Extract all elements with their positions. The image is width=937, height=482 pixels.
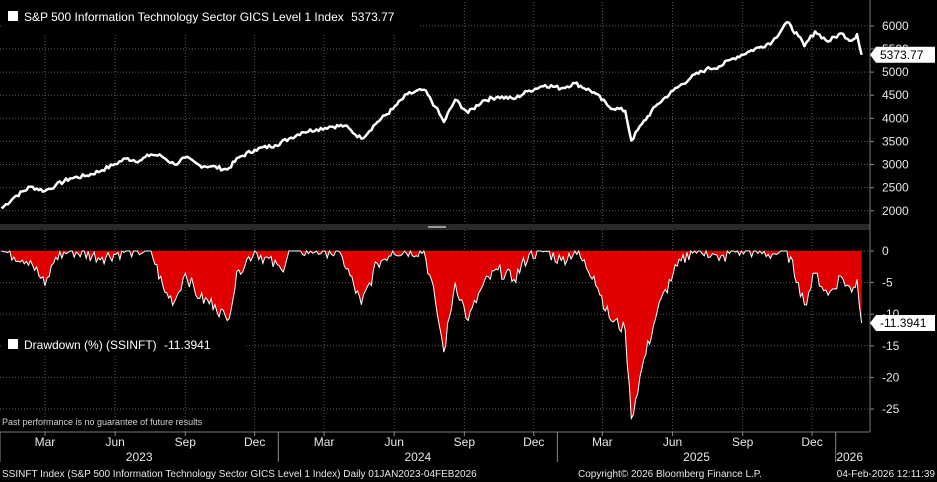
x-month-tick-label: Sep bbox=[454, 435, 476, 449]
drawdown-last-value-label: -11.3941 bbox=[880, 316, 927, 330]
drawdown-last-value-tag: -11.3941 bbox=[870, 315, 935, 332]
drawdown-y-tick-label: -20 bbox=[882, 370, 900, 384]
price-y-tick-label: 6000 bbox=[882, 19, 909, 33]
drawdown-legend[interactable]: Drawdown (%) (SSINFT) -11.3941 bbox=[2, 332, 246, 356]
drawdown-area bbox=[1, 250, 862, 419]
x-month-tick-label: Mar bbox=[35, 435, 56, 449]
price-y-tick-label: 2000 bbox=[882, 204, 909, 218]
drawdown-legend-value: -11.3941 bbox=[164, 338, 211, 352]
price-last-value-tag: 5373.77 bbox=[870, 46, 935, 63]
price-y-tick-label: 3000 bbox=[882, 158, 909, 172]
x-month-tick-label: Jun bbox=[663, 435, 682, 449]
footer-copyright: Copyright© 2026 Bloomberg Finance L.P. bbox=[578, 469, 762, 480]
footer-timestamp: 04-Feb-2026 12:11:39 bbox=[837, 469, 936, 480]
x-year-tick-label: 2025 bbox=[683, 450, 710, 464]
price-y-tick-label: 5000 bbox=[882, 65, 909, 79]
panel-divider-handle[interactable] bbox=[428, 226, 446, 228]
price-y-tick-label: 3500 bbox=[882, 134, 909, 148]
drawdown-legend-title: Drawdown (%) (SSINFT) bbox=[24, 338, 157, 352]
price-y-tick-label: 2500 bbox=[882, 181, 909, 195]
drawdown-legend-swatch bbox=[8, 339, 18, 349]
disclaimer-text: Past performance is no guarantee of futu… bbox=[2, 417, 203, 427]
drawdown-line bbox=[1, 249, 863, 421]
drawdown-y-tick-label: -25 bbox=[882, 402, 900, 416]
price-y-axis: 200025003000350040004500500055006000 bbox=[870, 19, 909, 218]
x-month-tick-label: Dec bbox=[523, 435, 544, 449]
x-year-tick-label: 2023 bbox=[126, 450, 153, 464]
x-year-tick-label: 2026 bbox=[836, 450, 863, 464]
x-month-tick-label: Sep bbox=[175, 435, 197, 449]
x-month-tick-label: Dec bbox=[801, 435, 822, 449]
price-y-tick-label: 4000 bbox=[882, 111, 909, 125]
svg-text:S&P 500 Information Technology: S&P 500 Information Technology Sector GI… bbox=[24, 10, 395, 24]
x-month-tick-label: Jun bbox=[105, 435, 124, 449]
price-y-tick-label: 4500 bbox=[882, 88, 909, 102]
x-month-tick-label: Mar bbox=[592, 435, 613, 449]
price-legend[interactable]: S&P 500 Information Technology Sector GI… bbox=[2, 2, 418, 35]
price-legend-value: 5373.77 bbox=[351, 10, 395, 24]
drawdown-y-tick-label: -15 bbox=[882, 339, 900, 353]
x-axis: Mar Jun Sep Dec Mar Jun Sep Dec Mar Jun Sep Dec 2023… bbox=[0, 432, 863, 464]
drawdown-y-tick-label: 0 bbox=[882, 244, 889, 258]
price-legend-title: S&P 500 Information Technology Sector GI… bbox=[24, 10, 344, 24]
x-month-tick-label: Mar bbox=[314, 435, 335, 449]
price-line bbox=[0, 20, 863, 210]
price-legend-swatch bbox=[8, 11, 18, 21]
svg-text:Drawdown (%) (SSINFT) -1: Drawdown (%) (SSINFT) -11.3941 bbox=[24, 338, 211, 352]
drawdown-y-tick-label: -5 bbox=[882, 276, 893, 290]
x-year-tick-label: 2024 bbox=[404, 450, 431, 464]
x-month-tick-label: Sep bbox=[732, 435, 754, 449]
footer-source: SSINFT Index (S&P 500 Information Techno… bbox=[2, 469, 477, 480]
x-month-tick-label: Jun bbox=[385, 435, 404, 449]
x-month-tick-label: Dec bbox=[244, 435, 265, 449]
price-last-value-label: 5373.77 bbox=[880, 48, 924, 62]
